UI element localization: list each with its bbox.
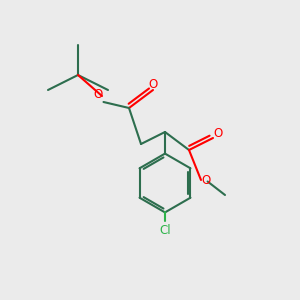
Text: O: O [148, 77, 158, 91]
Text: O: O [202, 173, 211, 187]
Text: Cl: Cl [159, 224, 171, 237]
Text: O: O [213, 127, 222, 140]
Text: O: O [94, 88, 103, 101]
